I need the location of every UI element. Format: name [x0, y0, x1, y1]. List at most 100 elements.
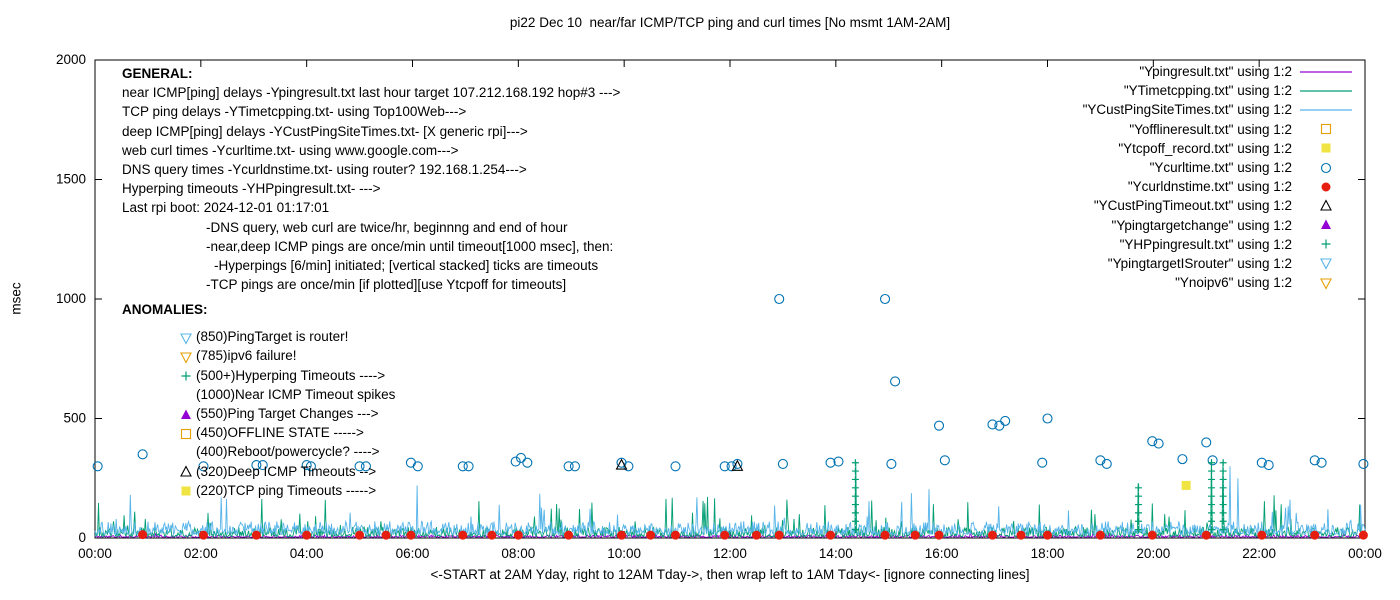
anomaly-text: (785)ipv6 failure! — [196, 348, 297, 364]
anomaly-text: (220)TCP ping Timeouts -----> — [196, 482, 377, 498]
data-point-circle-filled — [670, 530, 680, 540]
data-point-circle-open — [1256, 457, 1267, 468]
data-point-circle-filled — [617, 530, 627, 540]
data-point-circle-filled — [1358, 530, 1368, 540]
legend-label: "Ypingtargetchange" using 1:2 — [1111, 217, 1292, 233]
data-point-circle-open — [305, 461, 316, 472]
data-point-circle-filled — [774, 530, 784, 540]
data-point-square-open — [180, 428, 192, 439]
data-point-circle-filled — [1321, 182, 1331, 192]
anomalies-notes: ANOMALIES: (850)PingTarget is router! (78… — [122, 300, 395, 500]
data-point-circle-open — [1207, 455, 1218, 466]
anomaly-item: (450)OFFLINE STATE -----> — [178, 423, 395, 442]
data-point-circle-filled — [406, 530, 416, 540]
legend-label: "Ycurldnstime.txt" using 1:2 — [1127, 179, 1292, 195]
data-point-circle-open — [1201, 437, 1212, 448]
anomaly-no-icon — [178, 444, 194, 460]
data-point-circle-filled — [381, 530, 391, 540]
general-heading: GENERAL: — [122, 66, 193, 81]
legend-sample-square-filled-icon — [1321, 143, 1331, 153]
data-point-plus — [1219, 526, 1227, 534]
anomaly-no-icon — [178, 386, 194, 402]
data-point-plus — [851, 501, 859, 509]
data-point-circle-filled — [1257, 530, 1267, 540]
data-point-circle-filled — [1016, 530, 1026, 540]
data-point-circle-open — [1000, 415, 1011, 426]
data-point-circle-filled — [458, 530, 468, 540]
data-point-plus — [851, 484, 859, 492]
anomaly-text: (550)Ping Target Changes ---> — [196, 406, 379, 422]
y-tick-label: 2000 — [56, 52, 86, 67]
legend-label: "Yofflineresult.txt" using 1:2 — [1129, 121, 1292, 137]
data-point-circle-open — [939, 455, 950, 466]
legend-sample-triangle-down-open-icon — [1320, 258, 1332, 271]
legend-sample-triangle-filled-icon — [1321, 219, 1331, 230]
general-note-line: -TCP pings are once/min [if plotted][use… — [206, 277, 567, 293]
data-point-triangle-filled — [1321, 219, 1331, 230]
data-point-plus — [1135, 484, 1143, 492]
data-point-circle-open — [1101, 458, 1112, 469]
general-note-line: Last rpi boot: 2024-12-01 01:17:01 — [122, 200, 330, 216]
data-point-circle-open — [463, 461, 474, 472]
legend-item: "Ytcpoff_record.txt" using 1:2 — [1083, 139, 1354, 158]
data-point-square-open — [1320, 124, 1332, 135]
data-point-circle-open — [360, 461, 371, 472]
x-tick-label: 18:00 — [1031, 546, 1065, 561]
legend-item: "YHPpingresult.txt" using 1:2 — [1083, 235, 1354, 254]
data-point-circle-filled — [720, 530, 730, 540]
legend-label: "YTimetcpping.txt" using 1:2 — [1123, 83, 1292, 99]
x-tick-label: 08:00 — [501, 546, 535, 561]
legend-sample-triangle-open-icon — [1320, 199, 1332, 211]
anomaly-triangle-open-icon — [180, 465, 192, 477]
legend-item: "YCustPingTimeout.txt" using 1:2 — [1083, 196, 1354, 215]
anomaly-item: (400)Reboot/powercycle? ----> — [178, 442, 395, 461]
data-point-triangle-open — [1320, 199, 1332, 211]
data-point-plus — [1208, 459, 1216, 467]
legend: "Ypingresult.txt" using 1:2 "YTimetcpping… — [1083, 62, 1354, 292]
anomaly-item: (1000)Near ICMP Timeout spikes — [178, 385, 395, 404]
x-tick-label: 20:00 — [1136, 546, 1170, 561]
data-point-triangle-down-open — [180, 352, 192, 364]
data-point-circle-open — [1177, 454, 1188, 465]
general-lines: near ICMP[ping] delays -Ypingresult.txt … — [122, 83, 620, 294]
data-point-circle-filled — [1095, 530, 1105, 540]
data-point-circle-filled — [987, 530, 997, 540]
data-point-circle-filled — [646, 530, 656, 540]
data-point-plus — [1219, 467, 1227, 475]
data-point-plus — [851, 475, 859, 483]
data-point-triangle-open — [180, 465, 192, 477]
data-point-circle-filled — [934, 530, 944, 540]
data-point-circle-open — [1037, 457, 1048, 468]
legend-label: "Ytcpoff_record.txt" using 1:2 — [1118, 140, 1292, 156]
data-point-circle-open — [301, 460, 312, 471]
data-point-circle-open — [457, 461, 468, 472]
data-point-square-filled — [1321, 143, 1331, 153]
data-point-circle-filled — [910, 530, 920, 540]
anomaly-triangle-down-open-icon — [180, 333, 192, 345]
data-point-plus — [1208, 517, 1216, 525]
data-point-circle-filled — [513, 530, 523, 540]
data-point-circle-open — [1153, 438, 1164, 449]
general-notes: GENERAL: near ICMP[ping] delays -Ypingre… — [122, 64, 620, 294]
anomaly-square-filled-icon — [181, 486, 191, 496]
data-point-circle-open — [886, 458, 897, 469]
legend-sample-circle-open-icon — [1320, 162, 1332, 173]
data-point-circle-open — [774, 293, 785, 305]
data-point-triangle-filled — [181, 409, 191, 419]
legend-item: "Ycurldnstime.txt" using 1:2 — [1083, 177, 1354, 196]
data-point-circle-filled — [302, 530, 312, 540]
data-point-plus — [1135, 492, 1143, 500]
legend-item: "YpingtargetISrouter" using 1:2 — [1083, 254, 1354, 273]
data-point-plus — [1135, 517, 1143, 525]
legend-sample-line-icon — [1300, 90, 1352, 92]
data-point-triangle-open — [731, 459, 744, 471]
data-point-plus — [1135, 526, 1143, 534]
x-tick-label: 16:00 — [925, 546, 959, 561]
data-point-plus — [1219, 501, 1227, 509]
anomaly-plus-icon — [181, 371, 191, 381]
x-tick-label: 10:00 — [607, 546, 641, 561]
anomaly-triangle-filled-icon — [181, 409, 191, 419]
anomalies-heading: ANOMALIES: — [122, 302, 208, 317]
data-point-circle-open — [933, 420, 945, 431]
